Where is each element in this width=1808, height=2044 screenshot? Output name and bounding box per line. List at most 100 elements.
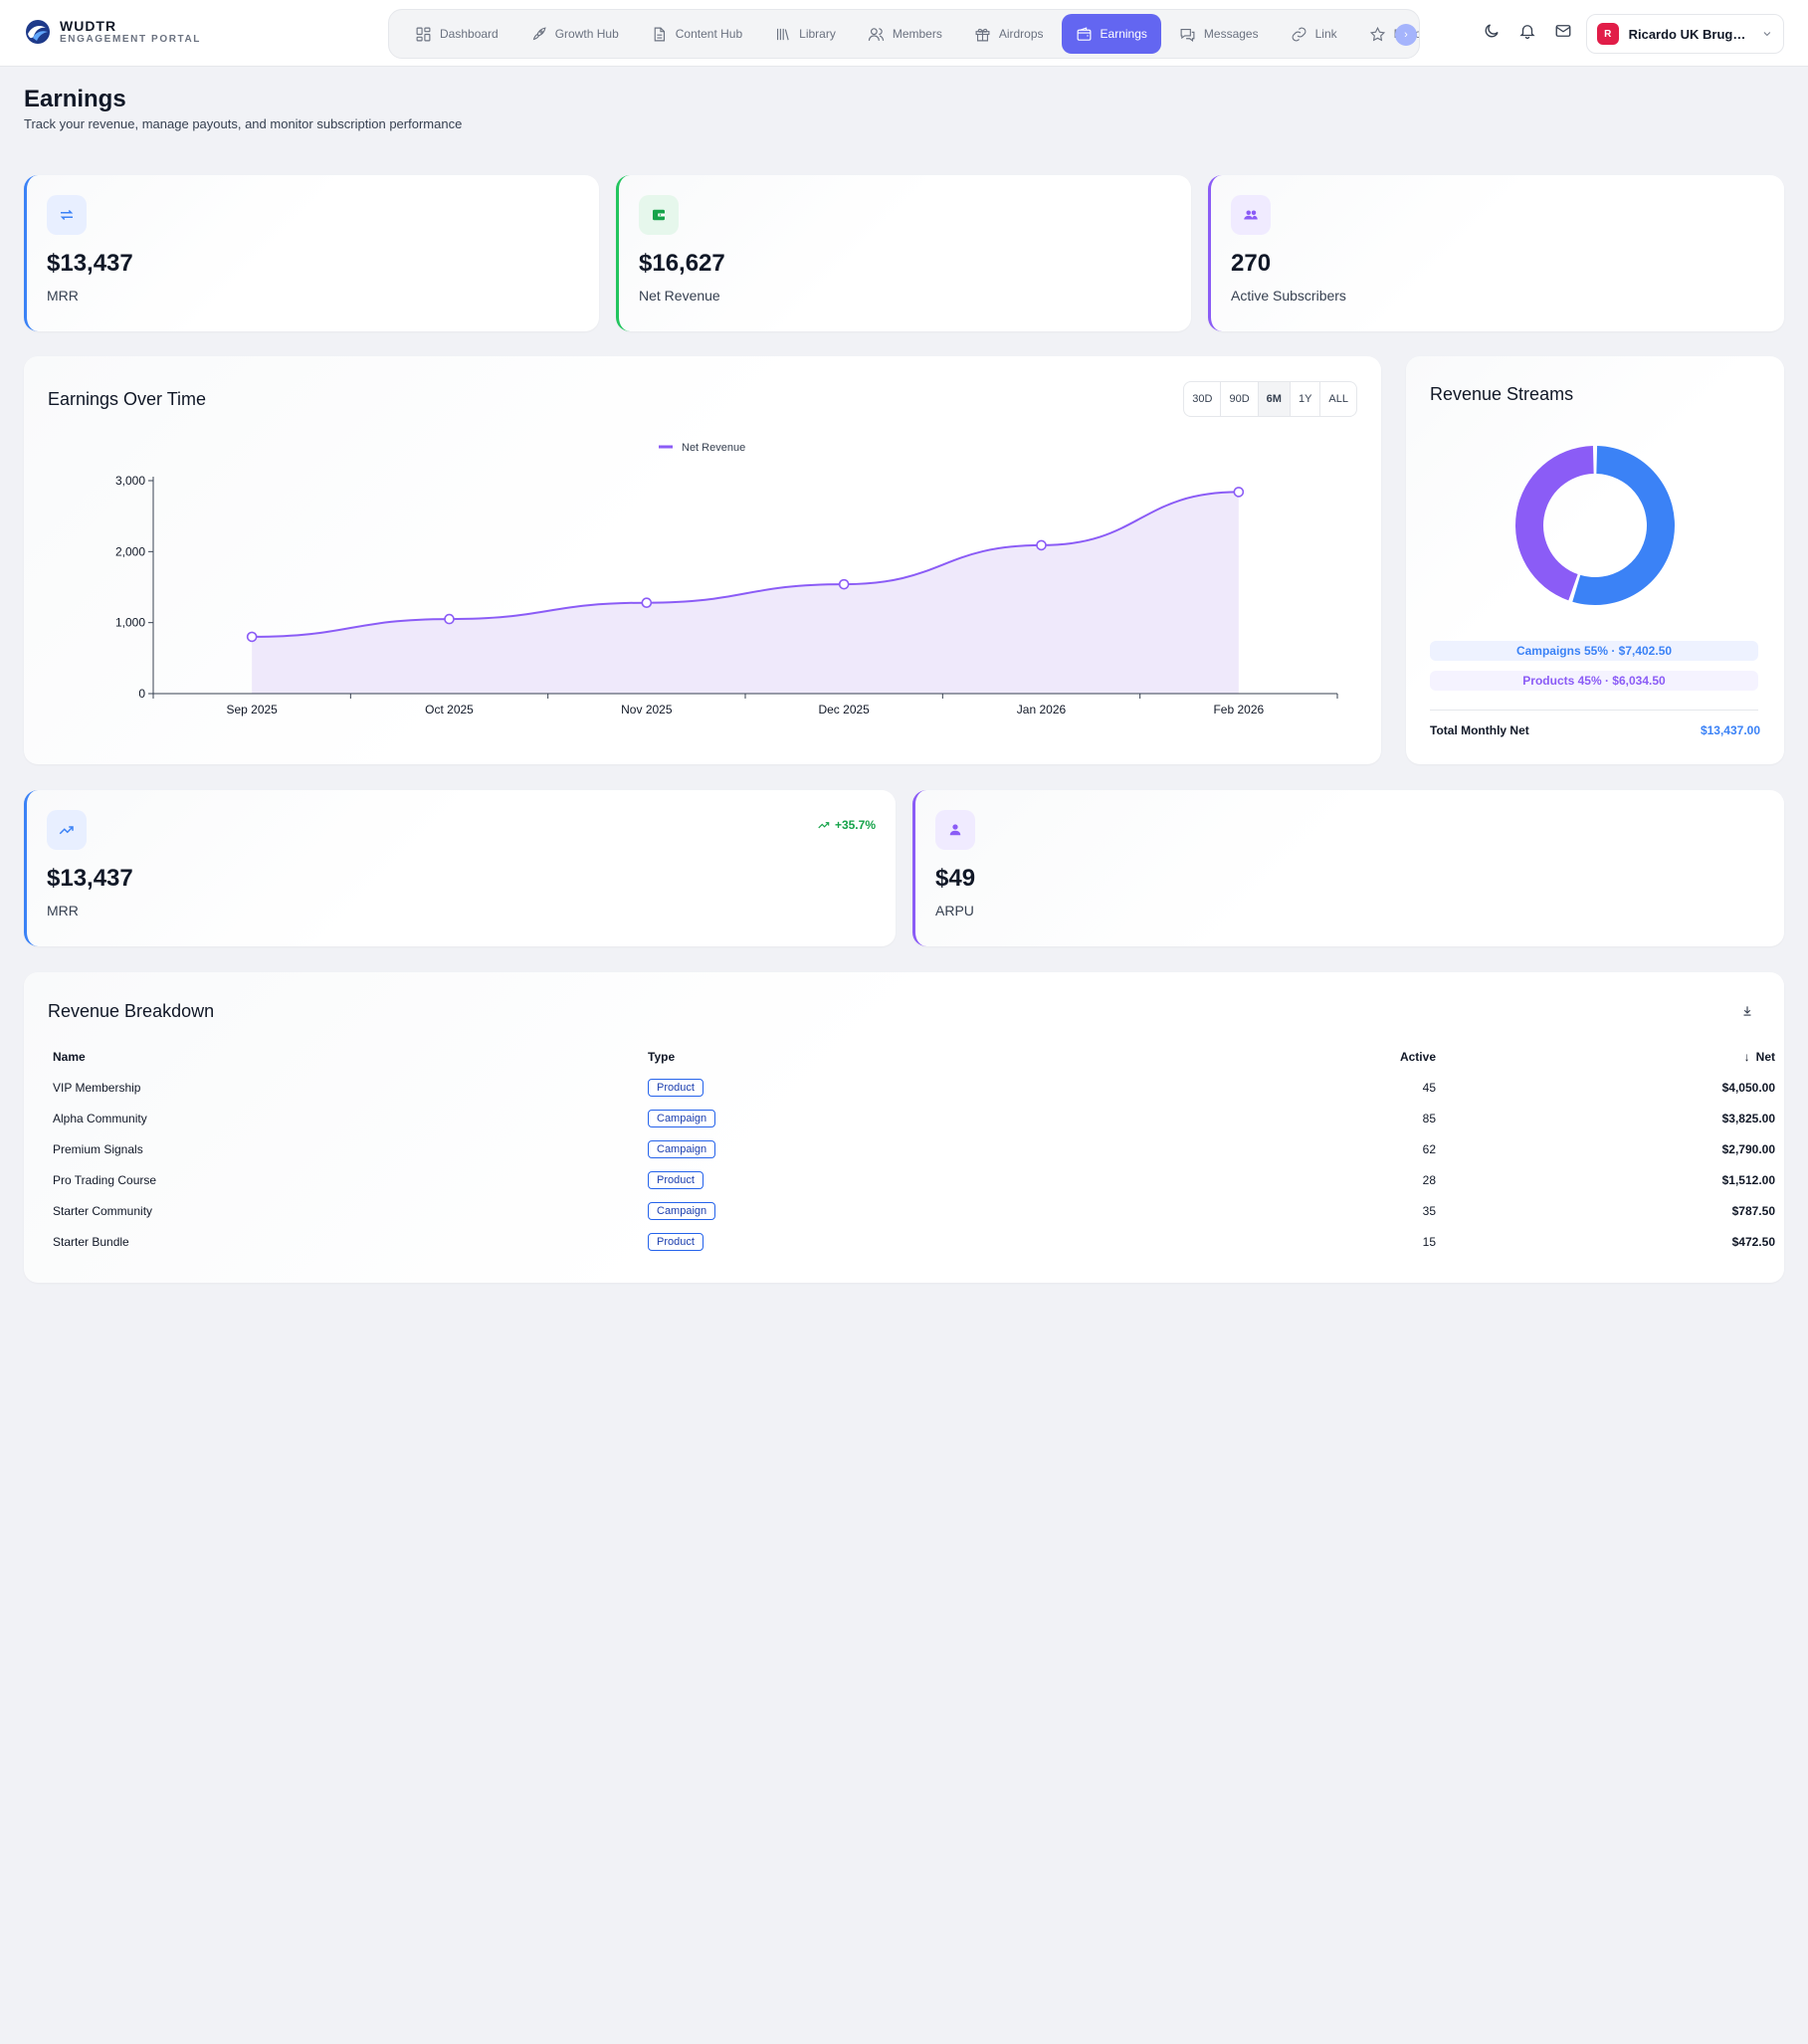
document-icon <box>654 27 665 41</box>
type-badge: Product <box>648 1078 703 1097</box>
column-header-active[interactable]: Active <box>1399 1050 1436 1064</box>
row-net: $4,050.00 <box>1721 1080 1775 1095</box>
nav-scroll-right-button[interactable]: › <box>1395 24 1417 46</box>
earnings-chart-card: Earnings Over Time 30D 90D 6M 1Y ALL Net… <box>24 356 1381 764</box>
chart-title: Earnings Over Time <box>48 389 207 409</box>
earnings-line-chart: Net Revenue 0 1,000 2,000 3,000 Sep 2025 Oct 2… <box>115 442 1338 716</box>
data-point <box>444 613 455 625</box>
table-row[interactable]: Starter Community Campaign 35 $787.50 <box>48 1195 1780 1226</box>
campaigns-pill: Campaigns 55% · $7,402.50 <box>1430 641 1758 661</box>
stat-value: $13,437 <box>47 250 133 277</box>
range-30d-button[interactable]: 30D <box>1184 382 1222 416</box>
bell-icon[interactable] <box>1518 22 1536 40</box>
main-nav: Dashboard Growth Hub Content Hub Library… <box>388 9 1420 59</box>
moon-icon[interactable] <box>1483 22 1501 40</box>
row-type-cell: Product <box>643 1164 1329 1195</box>
trending-up-icon <box>818 822 830 829</box>
nav-item-messages[interactable]: Messages <box>1165 14 1273 54</box>
row-type-cell: Campaign <box>643 1103 1329 1133</box>
row-active: 35 <box>1422 1203 1436 1218</box>
products-pill: Products 45% · $6,034.50 <box>1430 671 1758 691</box>
nav-item-airdrops[interactable]: Airdrops <box>960 14 1058 54</box>
data-point <box>641 597 653 608</box>
download-icon[interactable] <box>1740 1004 1754 1018</box>
nav-label: Link <box>1314 27 1337 41</box>
column-header-type[interactable]: Type <box>648 1050 676 1064</box>
donut-slice-products <box>1515 446 1594 601</box>
table-row[interactable]: Alpha Community Campaign 85 $3,825.00 <box>48 1103 1780 1133</box>
chat-icon <box>1180 28 1195 42</box>
breakdown-table: Name Type Active ↓ Net VIP Membership Pro… <box>48 1042 1780 1257</box>
x-tick-label: Oct 2025 <box>425 703 474 716</box>
range-6m-button[interactable]: 6M <box>1258 382 1291 416</box>
range-90d-button[interactable]: 90D <box>1221 382 1259 416</box>
brand[interactable]: WUDTR ENGAGEMENT PORTAL <box>24 18 201 46</box>
wallet-icon <box>1077 26 1091 41</box>
nav-item-members[interactable]: Members <box>854 14 956 54</box>
stat-label: ARPU <box>935 903 974 919</box>
nav-item-earnings[interactable]: Earnings <box>1061 14 1161 54</box>
series-area <box>252 492 1239 694</box>
brand-name: WUDTR <box>60 17 117 34</box>
streams-title: Revenue Streams <box>1430 384 1574 404</box>
x-tick-label: Feb 2026 <box>1213 703 1264 716</box>
nav-label: Messages <box>1203 27 1259 41</box>
table-row[interactable]: Starter Bundle Product 15 $472.50 <box>48 1226 1780 1257</box>
revenue-streams-card: Revenue Streams Campaigns 55% · $7,402.5… <box>1406 356 1784 764</box>
range-all-button[interactable]: ALL <box>1328 393 1348 405</box>
stat-value: $16,627 <box>639 250 725 277</box>
grid-icon <box>416 27 431 41</box>
wave-logo-icon <box>26 20 50 44</box>
nav-item-content-hub[interactable]: Content Hub <box>637 14 756 54</box>
data-point <box>246 631 258 643</box>
y-tick-label: 3,000 <box>115 474 145 488</box>
nav-label: Growth Hub <box>554 27 619 41</box>
arrow-down-icon: ↓ <box>1743 1050 1750 1064</box>
row-net: $2,790.00 <box>1721 1141 1775 1156</box>
row-active: 15 <box>1422 1234 1436 1249</box>
stat-label: Net Revenue <box>639 288 720 304</box>
table-row[interactable]: Pro Trading Course Product 28 $1,512.00 <box>48 1164 1780 1195</box>
stat-card-arpu: $49 ARPU <box>912 790 1784 946</box>
row-type-cell: Campaign <box>643 1195 1329 1226</box>
data-point <box>838 578 850 590</box>
range-1y-button[interactable]: 1Y <box>1291 382 1321 416</box>
x-tick-label: Nov 2025 <box>621 703 673 716</box>
brand-subtitle: ENGAGEMENT PORTAL <box>60 33 202 45</box>
user-icon <box>935 810 975 850</box>
top-bar: WUDTR ENGAGEMENT PORTAL Dashboard Growth… <box>0 0 1808 67</box>
stat-label: MRR <box>47 288 79 304</box>
column-header-net[interactable]: ↓ Net <box>1441 1042 1780 1072</box>
revenue-donut-chart <box>1515 446 1675 605</box>
nav-item-library[interactable]: Library <box>760 14 850 54</box>
nav-label: Content Hub <box>675 27 743 41</box>
type-badge: Campaign <box>648 1201 716 1220</box>
type-badge: Product <box>648 1170 703 1189</box>
y-tick-label: 1,000 <box>115 616 145 630</box>
row-type-cell: Product <box>643 1226 1329 1257</box>
nav-label: Airdrops <box>998 27 1044 41</box>
stat-value: 270 <box>1231 250 1272 277</box>
gift-icon <box>975 28 990 41</box>
row-name: Pro Trading Course <box>53 1172 157 1187</box>
avatar: R <box>1597 23 1619 45</box>
nav-item-dashboard[interactable]: Dashboard <box>401 14 512 54</box>
y-tick-label: 0 <box>138 687 145 701</box>
user-menu[interactable]: R Ricardo UK Brugge... <box>1586 14 1784 54</box>
nav-item-link[interactable]: Link <box>1277 14 1351 54</box>
column-header-name[interactable]: Name <box>53 1050 86 1064</box>
row-type-cell: Product <box>643 1072 1329 1103</box>
stat-value: $49 <box>935 865 976 892</box>
row-name: Starter Community <box>53 1203 153 1218</box>
users-icon <box>868 27 884 41</box>
table-row[interactable]: VIP Membership Product 45 $4,050.00 <box>48 1072 1780 1103</box>
nav-label: Members <box>892 27 942 41</box>
mail-icon[interactable] <box>1554 22 1572 40</box>
total-value: $13,437.00 <box>1700 723 1760 737</box>
series-line <box>252 491 1239 638</box>
stat-card-mrr: $13,437 MRR <box>24 175 599 331</box>
table-row[interactable]: Premium Signals Campaign 62 $2,790.00 <box>48 1133 1780 1164</box>
library-icon <box>777 28 789 40</box>
nav-item-growth-hub[interactable]: Growth Hub <box>516 14 633 54</box>
trending-up-icon <box>47 810 87 850</box>
